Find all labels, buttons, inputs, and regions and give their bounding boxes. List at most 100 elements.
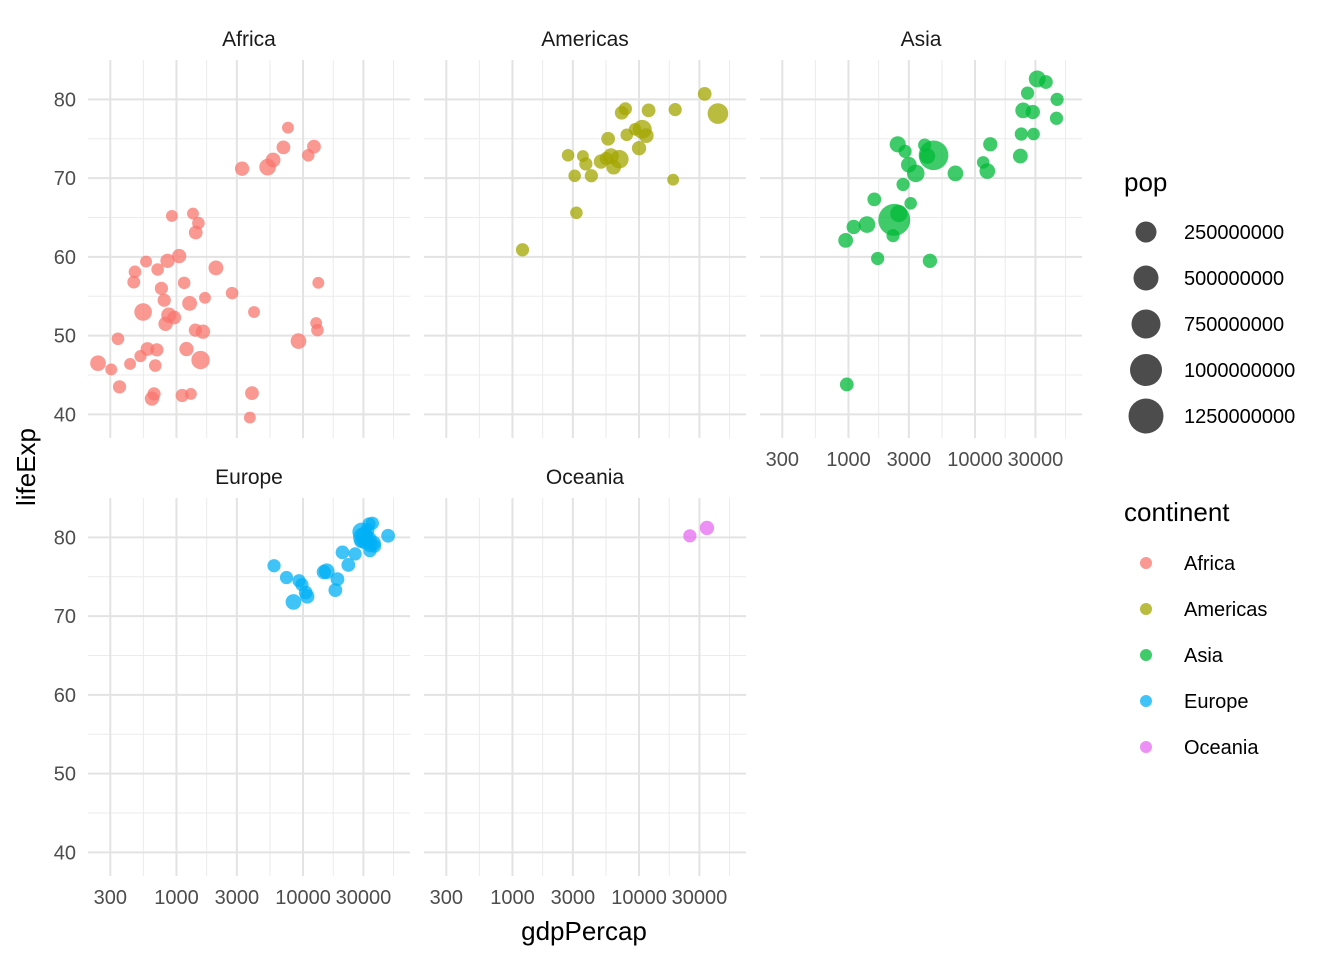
data-point [699, 520, 715, 536]
panel-africa: Africa 40 50 60 70 80 [54, 28, 410, 438]
size-legend-key [1128, 398, 1164, 434]
y-tick-label: 70 [54, 168, 76, 190]
data-point [312, 276, 325, 289]
data-point [898, 144, 912, 158]
data-point [641, 103, 656, 118]
data-point [618, 102, 632, 116]
data-point [858, 216, 876, 233]
y-tick-label: 80 [54, 527, 76, 549]
data-point [307, 139, 321, 154]
color-legend-key [1140, 557, 1152, 569]
y-tick-label: 50 [54, 326, 76, 348]
data-point [922, 253, 938, 268]
data-point [195, 324, 211, 339]
size-legend-key [1131, 309, 1161, 339]
data-point [838, 232, 854, 248]
x-tick-label: 10000 [275, 887, 331, 909]
data-point [265, 152, 281, 168]
y-tick-label: 40 [54, 842, 76, 864]
data-point [179, 341, 194, 357]
data-point [1039, 75, 1053, 89]
data-point [311, 323, 324, 337]
data-point [167, 310, 182, 325]
y-tick-label: 70 [54, 606, 76, 628]
data-point [568, 169, 581, 183]
data-point [871, 251, 885, 266]
panel-europe: Europe 40 50 60 70 80 300 1000 3000 10000 30000 [54, 466, 410, 909]
data-point [601, 131, 616, 146]
data-point [381, 528, 395, 543]
data-point [279, 570, 294, 585]
data-point [1050, 92, 1064, 106]
data-point [111, 332, 125, 346]
data-point [335, 545, 350, 560]
data-point [225, 286, 239, 300]
color-legend-key [1140, 603, 1152, 615]
y-tick-label: 80 [54, 89, 76, 111]
x-tick-label: 300 [430, 887, 463, 909]
facet-strip-label: Oceania [546, 466, 625, 489]
data-point [165, 209, 178, 222]
data-point [918, 140, 949, 171]
size-legend-label: 250000000 [1184, 222, 1284, 244]
data-point [243, 411, 256, 424]
x-tick-label: 10000 [947, 449, 1003, 471]
x-tick-label: 3000 [551, 887, 596, 909]
data-point [282, 121, 294, 134]
data-point [697, 86, 712, 101]
data-point [904, 197, 917, 210]
data-point [1025, 104, 1040, 120]
y-tick-label: 60 [54, 685, 76, 707]
data-point [192, 216, 205, 230]
data-point [124, 358, 137, 370]
data-point [867, 192, 882, 207]
x-tick-label: 30000 [672, 887, 728, 909]
x-tick-label: 30000 [1008, 449, 1064, 471]
data-point [707, 103, 729, 124]
facet-strip-label: Americas [541, 28, 629, 51]
y-tick-label: 50 [54, 764, 76, 786]
size-legend: 250000000 500000000 750000000 1000000000 125… [1128, 221, 1295, 434]
x-tick-label: 300 [94, 887, 127, 909]
data-point [151, 263, 164, 276]
size-legend-label: 750000000 [1184, 314, 1284, 336]
facet-strip-label: Africa [222, 28, 276, 51]
data-point [140, 255, 152, 268]
data-point [234, 161, 250, 176]
color-legend: Africa Americas Asia Europe Oceania [1140, 553, 1267, 759]
color-legend-label: Europe [1184, 691, 1249, 713]
color-legend-key [1140, 649, 1152, 661]
data-point [668, 103, 682, 117]
data-point [638, 128, 654, 144]
data-point [90, 355, 106, 372]
data-point [515, 243, 530, 257]
data-point [570, 206, 583, 220]
data-point [947, 165, 964, 182]
color-legend-title: continent [1124, 497, 1230, 527]
color-legend-label: Americas [1184, 599, 1267, 621]
size-legend-label: 1250000000 [1184, 406, 1295, 428]
x-tick-label: 10000 [611, 887, 667, 909]
legend: pop 250000000 500000000 750000000 100000000… [1124, 167, 1295, 759]
facet-panels: Africa 40 50 60 70 80 Americas Asia 300 1000 3000 1… [54, 28, 1082, 909]
size-legend-key [1135, 221, 1157, 243]
data-point [148, 359, 162, 372]
data-point [290, 333, 307, 349]
data-point [330, 572, 345, 587]
data-point [683, 529, 697, 543]
data-point [667, 173, 680, 186]
data-point [105, 363, 118, 376]
data-point [1014, 127, 1028, 141]
data-point [348, 547, 362, 561]
y-tick-label: 60 [54, 247, 76, 269]
data-point [285, 594, 302, 610]
data-point [1012, 148, 1028, 164]
data-point [906, 164, 925, 183]
data-point [846, 219, 861, 235]
data-point [147, 387, 161, 401]
data-point [1020, 86, 1035, 100]
y-axis-title: lifeExp [11, 428, 41, 506]
facet-strip-label: Asia [901, 28, 942, 51]
data-point [610, 150, 629, 169]
data-point [184, 387, 197, 400]
